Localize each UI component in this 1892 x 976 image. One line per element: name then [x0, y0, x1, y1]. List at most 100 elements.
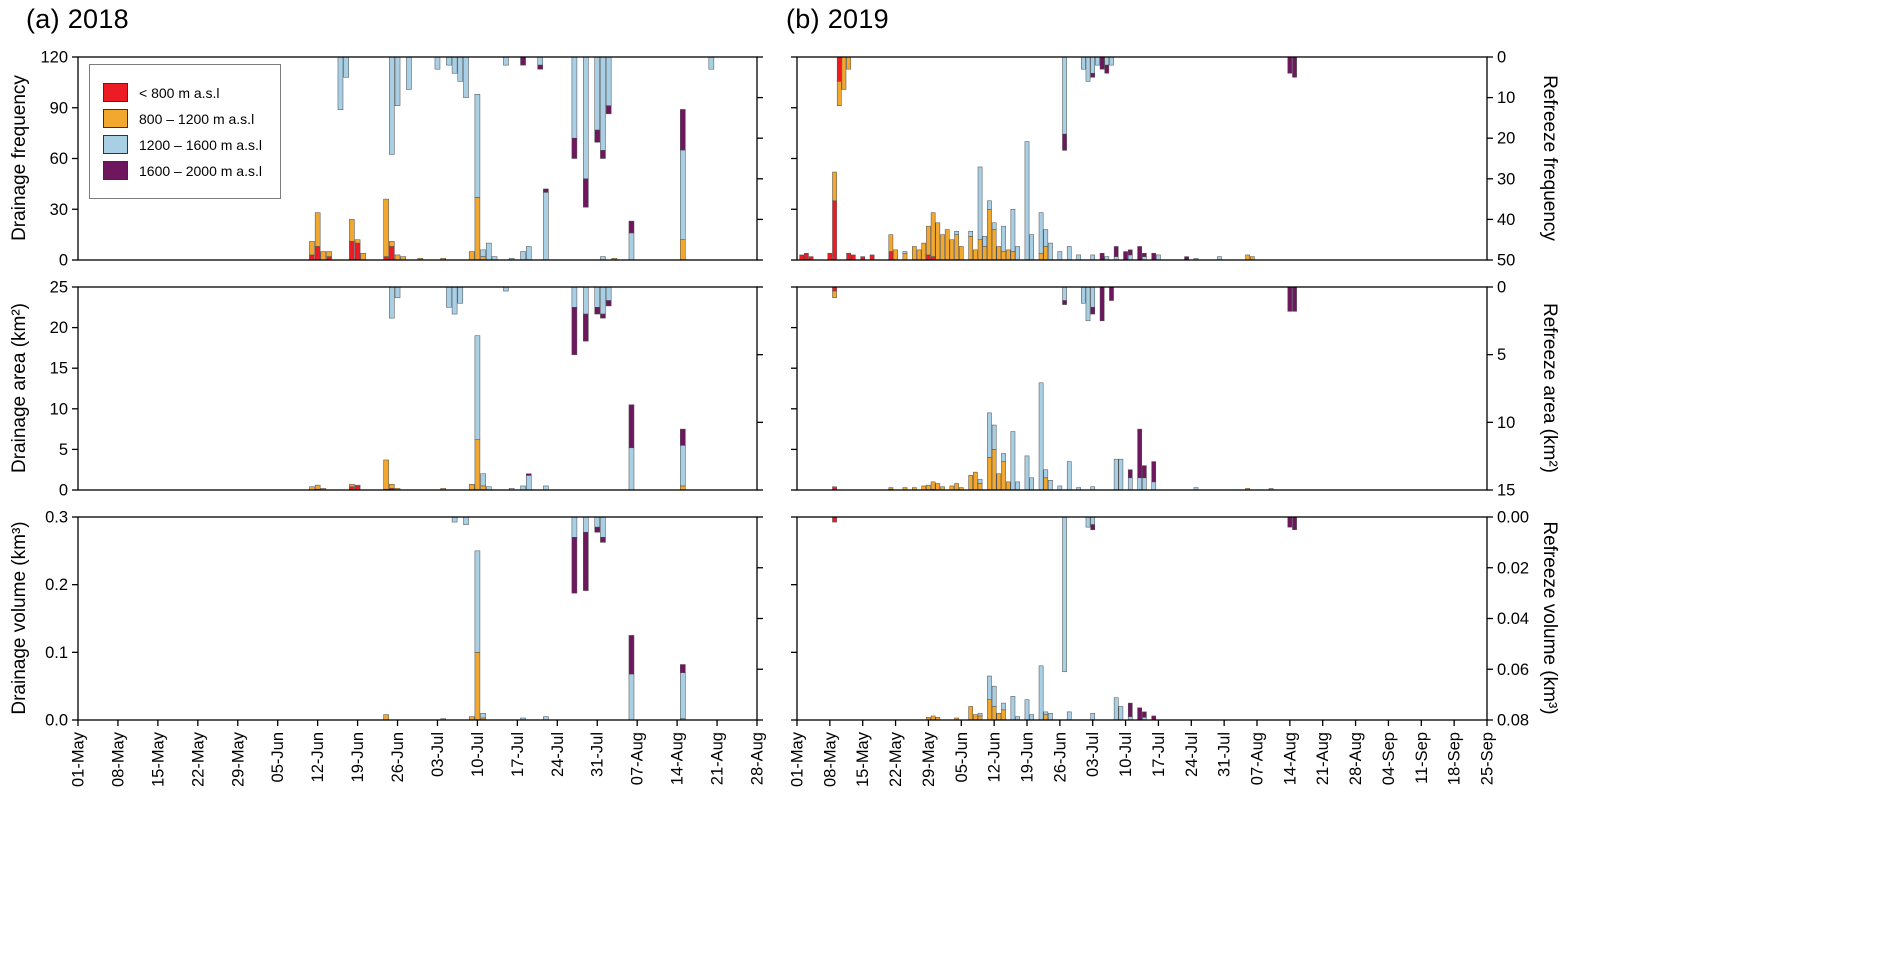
drainage-bar-segment [902, 252, 908, 261]
drainage-bar-segment [474, 93, 481, 198]
x-tick-label: 07-Aug [629, 732, 647, 785]
refreeze-bar-segment [1099, 286, 1105, 322]
right-tick-label: 0.04 [1497, 610, 1529, 628]
left-tick-label: 90 [50, 99, 68, 117]
drainage-bar-segment [991, 229, 997, 261]
drainage-bar-segment [480, 712, 486, 719]
drainage-bar-segment [973, 249, 978, 261]
drainage-bar-segment [1048, 480, 1053, 491]
refreeze-bar-segment [571, 286, 578, 308]
right-tick-label: 0.02 [1497, 559, 1529, 577]
drainage-bar-segment [1113, 246, 1119, 257]
drainage-bar-segment [846, 252, 851, 261]
drainage-bar-segment [389, 484, 395, 489]
refreeze-bar-segment [594, 516, 600, 528]
refreeze-bar-segment [389, 56, 395, 155]
refreeze-bar-segment [571, 56, 578, 139]
drainage-bar-segment [480, 249, 486, 257]
drainage-bar-segment [968, 475, 973, 491]
legend-label: 1600 – 2000 m a.s.l [139, 162, 262, 179]
drainage-bar-segment [1118, 458, 1124, 491]
refreeze-bar-segment [594, 56, 600, 131]
drainage-bar-segment [1142, 477, 1147, 491]
drainage-bar-segment [935, 222, 941, 261]
y-axis-label-refreeze-area: Refreeze area (km²) [1539, 303, 1560, 473]
drainage-bar-segment [888, 487, 894, 490]
left-tick-label: 60 [50, 150, 68, 168]
drainage-bar-segment [832, 486, 837, 488]
legend-label: 800 – 1200 m a.s.l [139, 110, 255, 127]
right-tick-label: 0.06 [1497, 661, 1529, 679]
drainage-bar-segment [474, 652, 481, 721]
drainage-bar-segment [1029, 477, 1035, 491]
drainage-bar-segment [954, 234, 959, 261]
refreeze-bar-segment [1090, 286, 1096, 308]
drainage-bar-segment [474, 335, 481, 440]
drainage-bar-segment [1001, 702, 1006, 711]
drainage-bar-segment [1127, 702, 1133, 717]
x-tick-label: 05-Jun [953, 732, 971, 782]
drainage-bar-segment [680, 149, 686, 240]
refreeze-bar-segment [600, 313, 606, 319]
refreeze-bar-segment [1292, 516, 1297, 530]
drainage-bar-segment [1001, 225, 1006, 252]
x-tick-label: 19-Jun [349, 732, 367, 782]
drainage-bar-segment [1043, 469, 1049, 479]
drainage-bar-segment [977, 166, 983, 240]
drainage-bar-segment [1024, 141, 1030, 261]
refreeze-bar-segment [446, 286, 452, 308]
drainage-bar-segment [1038, 382, 1044, 491]
drainage-bar-segment [1137, 428, 1142, 479]
x-tick-label: 08-May [821, 731, 839, 787]
left-tick-label: 30 [50, 201, 68, 219]
x-tick-label: 17-Jul [1150, 732, 1168, 777]
drainage-bar-segment [354, 239, 361, 244]
refreeze-bar-segment [605, 286, 612, 301]
refreeze-bar-segment [1287, 56, 1293, 74]
refreeze-bar-segment [594, 307, 600, 315]
refreeze-bar-segment [1292, 286, 1297, 312]
drainage-bar-segment [916, 249, 922, 261]
refreeze-bar-segment [389, 286, 395, 319]
left-tick-label: 5 [59, 441, 68, 459]
refreeze-bar-segment [406, 56, 412, 90]
left-tick-label: 25 [50, 279, 68, 297]
x-tick-label: 18-Sep [1446, 732, 1464, 785]
drainage-bar-segment [1127, 469, 1133, 479]
right-tick-label: 20 [1497, 130, 1515, 148]
panel-b-title: (b) 2019 [786, 4, 889, 34]
x-tick-label: 12-Jun [986, 732, 1004, 782]
legend-swatch-below-800 [103, 83, 128, 102]
drainage-bar-segment [982, 236, 988, 247]
drainage-bar-segment [1038, 252, 1044, 261]
drainage-bar-segment [628, 232, 635, 261]
drainage-bar-segment [1010, 251, 1016, 261]
drainage-bar-segment [1156, 254, 1161, 261]
refreeze-bar-segment [1090, 72, 1096, 78]
drainage-bar-segment [1151, 461, 1157, 483]
x-tick-label: 10-Jul [1117, 732, 1135, 777]
drainage-bar-segment [1024, 455, 1030, 491]
drainage-bar-segment [996, 473, 1002, 491]
drainage-bar-segment [1043, 714, 1049, 721]
refreeze-bar-segment [1287, 516, 1293, 528]
drainage-bar-segment [832, 200, 837, 261]
drainage-bar-segment [991, 685, 997, 707]
drainage-bar-segment [930, 212, 936, 257]
refreeze-bar-segment [457, 286, 464, 304]
drainage-bar-segment [309, 241, 315, 256]
left-tick-label: 0 [59, 252, 68, 270]
panel-background [797, 287, 1487, 490]
refreeze-bar-segment [434, 56, 441, 70]
drainage-bar-segment [314, 484, 321, 490]
x-tick-label: 04-Sep [1380, 732, 1398, 785]
refreeze-bar-segment [1292, 56, 1297, 78]
drainage-bar-segment [958, 246, 964, 261]
panel-background [797, 57, 1487, 260]
drainage-bar-segment [680, 428, 686, 446]
drainage-bar-segment [987, 412, 992, 458]
drainage-bar-segment [1057, 251, 1063, 261]
panel-b-volume: 0.00 0.02 0.04 0.06 0.08 01-May 08-May 15-May 22… [789, 509, 1530, 788]
refreeze-bar-segment [571, 307, 578, 355]
